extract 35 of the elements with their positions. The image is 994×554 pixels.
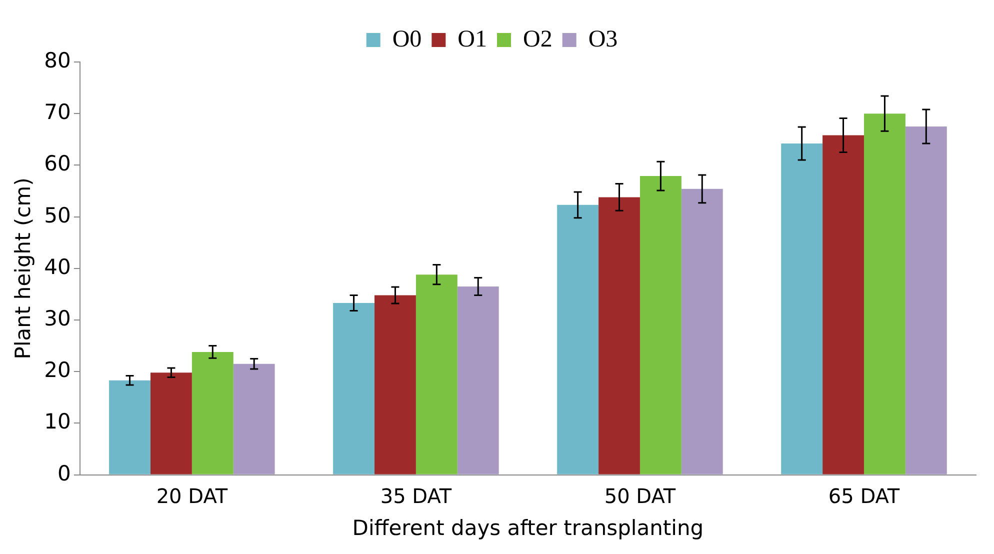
x-tick-label: 35 DAT: [380, 484, 452, 508]
bar: [374, 295, 416, 474]
legend-label: O0: [392, 26, 422, 52]
y-tick-label: 10: [44, 410, 71, 434]
x-axis-title: Different days after transplanting: [352, 516, 704, 540]
bar: [822, 135, 864, 474]
bar: [557, 204, 599, 474]
x-tick-label: 20 DAT: [156, 484, 228, 508]
y-axis-title: Plant height (cm): [11, 178, 36, 360]
legend-label: O2: [523, 26, 552, 52]
y-tick-label: 80: [44, 48, 71, 72]
bar: [681, 188, 723, 474]
bar: [233, 364, 275, 474]
y-tick-label: 0: [58, 461, 71, 486]
legend-label: O1: [458, 26, 488, 52]
bar: [192, 352, 234, 474]
y-tick-label: 20: [44, 358, 71, 382]
y-tick-label: 70: [44, 100, 71, 124]
y-tick-label: 40: [44, 254, 71, 279]
y-tick-label: 60: [44, 152, 71, 176]
bar: [109, 380, 150, 474]
bar: [640, 176, 682, 474]
bar: [598, 197, 640, 474]
legend-label: O3: [588, 26, 618, 52]
bar: [781, 144, 823, 474]
bar: [905, 126, 947, 474]
x-tick-label: 65 DAT: [828, 484, 900, 508]
bar: [150, 372, 192, 474]
x-tick-label: 50 DAT: [604, 484, 676, 508]
bar: [457, 286, 499, 474]
y-tick-label: 30: [44, 306, 71, 330]
y-tick-label: 50: [44, 203, 71, 228]
bar: [333, 302, 375, 474]
bar: [864, 114, 906, 474]
bar: [416, 274, 458, 474]
